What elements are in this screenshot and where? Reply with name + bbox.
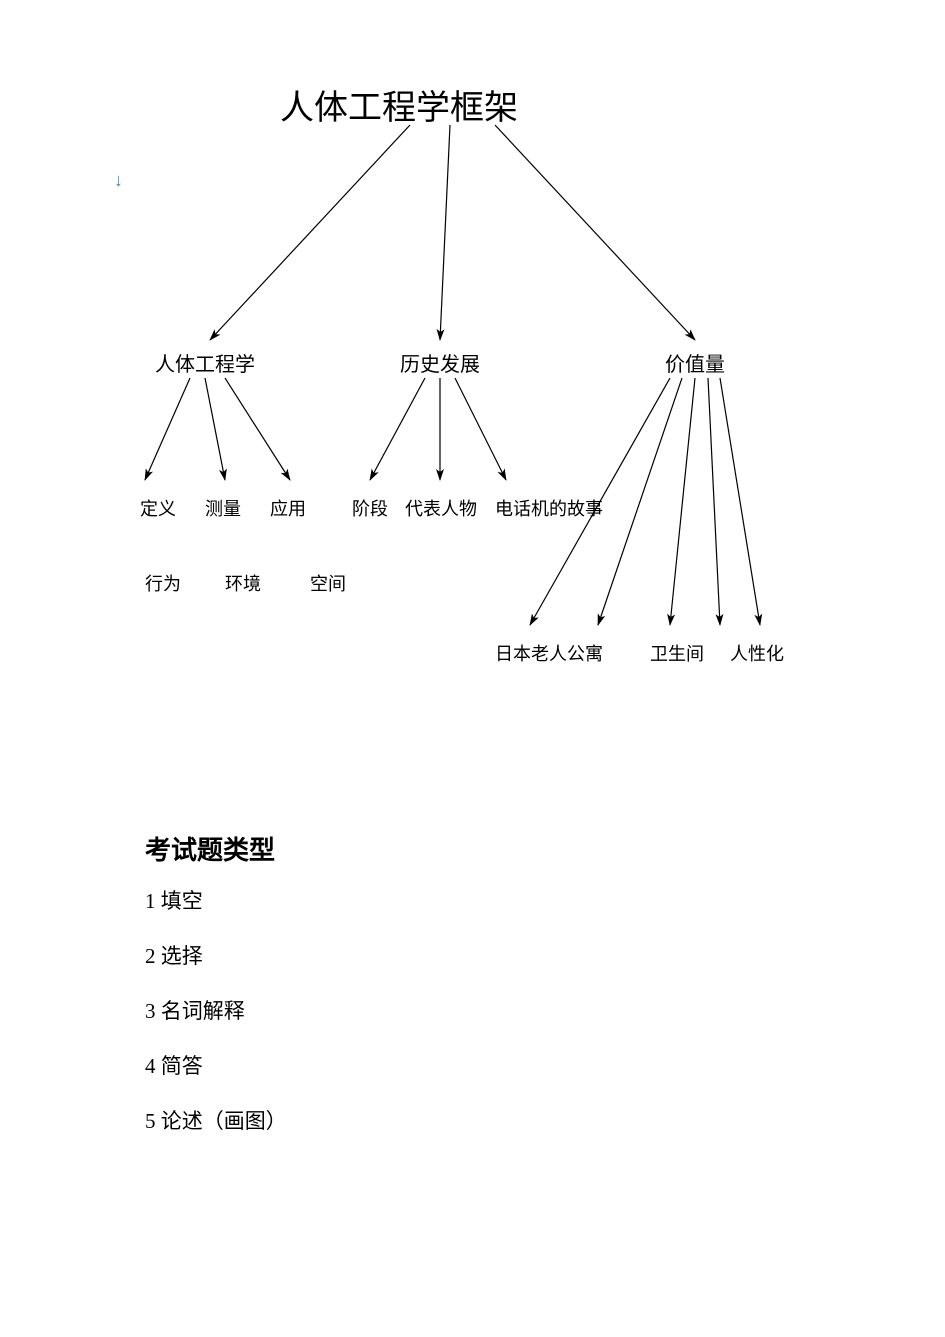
- leaf-node: 应用: [270, 495, 306, 521]
- leaf-node: 人性化: [730, 640, 784, 666]
- exam-item: 1 填空: [145, 885, 203, 915]
- leaf-node: 电话机的故事: [495, 495, 603, 521]
- leaf-node: 阶段: [352, 495, 388, 521]
- exam-item: 5 论述（画图）: [145, 1105, 287, 1135]
- leaf-node: 代表人物: [405, 495, 477, 521]
- leaf-node: 定义: [140, 495, 176, 521]
- exam-item: 2 选择: [145, 940, 203, 970]
- document-page: 人体工程学框架 ↓ 人体工程学 历史发展 价值量 定义 测量 应用 阶段代表人物电话机的故…: [0, 0, 945, 1337]
- leaf-node: 空间: [310, 570, 346, 596]
- exam-heading: 考试题类型: [145, 830, 275, 867]
- leaf-node: 日本老人公寓: [495, 640, 603, 666]
- exam-item: 4 简答: [145, 1050, 203, 1080]
- branch-node: 人体工程学: [155, 348, 255, 377]
- diagram-arrows: [0, 0, 945, 1337]
- leaf-node: 环境: [225, 570, 261, 596]
- leaf-node: 行为: [145, 570, 181, 596]
- leaf-node: 测量: [205, 495, 241, 521]
- diagram-title: 人体工程学框架: [280, 80, 518, 129]
- down-arrow-icon: ↓: [114, 170, 123, 191]
- leaf-node: 卫生间: [650, 640, 704, 666]
- branch-node: 价值量: [665, 348, 725, 377]
- branch-node: 历史发展: [400, 348, 480, 377]
- exam-item: 3 名词解释: [145, 995, 245, 1025]
